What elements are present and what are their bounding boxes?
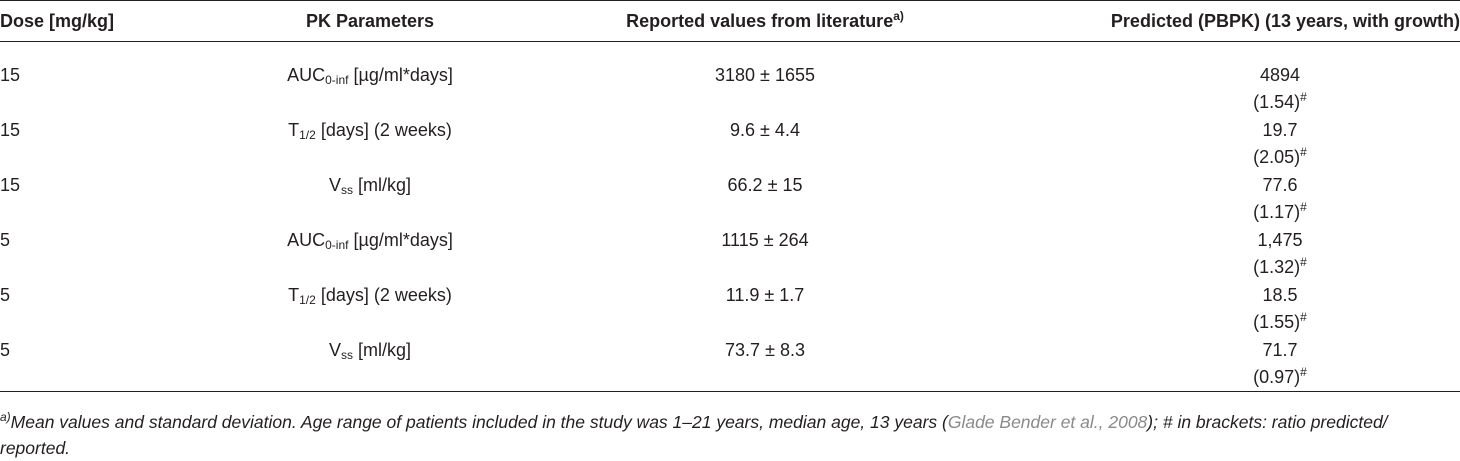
footnote-text: Mean values and standard deviation. Age … bbox=[10, 412, 948, 432]
cell: 5 bbox=[0, 284, 230, 306]
header-cell: Reported values from literaturea) bbox=[515, 10, 1015, 32]
reported: 73.7 ± 8.3 bbox=[725, 340, 805, 360]
cell: T1/2 [days] (2 weeks) bbox=[230, 284, 510, 306]
ratio-mark: # bbox=[1300, 365, 1307, 379]
predicted: 77.6 bbox=[1262, 175, 1298, 195]
dose: 5 bbox=[0, 230, 11, 250]
param-main: V bbox=[328, 175, 341, 195]
predicted: 19.7 bbox=[1262, 120, 1298, 140]
header-text: Predicted (PBPK) (13 years, with growth) bbox=[1110, 11, 1460, 31]
cell: 15 bbox=[0, 174, 230, 196]
top-rule bbox=[0, 0, 1460, 1]
param-main: T bbox=[288, 120, 300, 140]
footnote-mark: a) bbox=[0, 410, 11, 424]
reported: 1115 ± 264 bbox=[721, 230, 809, 250]
cell: 15 bbox=[0, 119, 230, 141]
param-rest: [µg/ml*days] bbox=[348, 65, 453, 85]
header-text: Reported values from literature bbox=[626, 11, 894, 31]
ratio-mark: # bbox=[1300, 90, 1307, 104]
cell: 5 bbox=[0, 229, 230, 251]
cell: 9.6 ± 4.4 bbox=[515, 119, 1015, 141]
param-sub: ss bbox=[341, 183, 353, 197]
reported: 3180 ± 1655 bbox=[715, 65, 815, 85]
predicted: 18.5 bbox=[1262, 285, 1298, 305]
param-rest: [days] (2 weeks) bbox=[315, 285, 452, 305]
header-cell: PK Parameters bbox=[230, 10, 510, 32]
predicted: 71.7 bbox=[1262, 340, 1298, 360]
footnote: a)Mean values and standard deviation. Ag… bbox=[0, 409, 1460, 461]
param-main: T bbox=[288, 285, 300, 305]
param-main: AUC bbox=[287, 65, 326, 85]
header-text: Dose [mg/kg] bbox=[0, 11, 115, 31]
param-rest: [days] (2 weeks) bbox=[315, 120, 452, 140]
cell: 19.7 (2.05)# bbox=[1100, 119, 1460, 168]
cell: 71.7 (0.97)# bbox=[1100, 339, 1460, 388]
cell: 66.2 ± 15 bbox=[515, 174, 1015, 196]
cell: AUC0-inf [µg/ml*days] bbox=[230, 64, 510, 86]
param-main: AUC bbox=[287, 230, 326, 250]
ratio-mark: # bbox=[1300, 310, 1307, 324]
dose: 15 bbox=[0, 175, 21, 195]
param-sub: 0-inf bbox=[325, 73, 349, 87]
ratio: (1.32) bbox=[1253, 257, 1301, 277]
bottom-rule bbox=[0, 391, 1460, 392]
predicted: 1,475 bbox=[1257, 230, 1303, 250]
header-rule bbox=[0, 41, 1460, 42]
param-sub: ss bbox=[341, 348, 353, 362]
cell: Vss [ml/kg] bbox=[230, 174, 510, 196]
ratio-mark: # bbox=[1300, 255, 1307, 269]
ratio: (2.05) bbox=[1253, 147, 1301, 167]
ratio-line: (0.97)# bbox=[1100, 366, 1460, 388]
cell: 15 bbox=[0, 64, 230, 86]
header-text: PK Parameters bbox=[305, 11, 435, 31]
cell: 1115 ± 264 bbox=[515, 229, 1015, 251]
cell: 18.5 (1.55)# bbox=[1100, 284, 1460, 333]
param-sub: 1/2 bbox=[299, 293, 316, 307]
ratio: (1.55) bbox=[1253, 312, 1301, 332]
dose: 15 bbox=[0, 65, 21, 85]
ratio-mark: # bbox=[1300, 200, 1307, 214]
param-main: V bbox=[328, 340, 341, 360]
ratio-line: (2.05)# bbox=[1100, 146, 1460, 168]
ratio: (1.17) bbox=[1253, 202, 1301, 222]
cell: 3180 ± 1655 bbox=[515, 64, 1015, 86]
cell: 77.6 (1.17)# bbox=[1100, 174, 1460, 223]
cell: Vss [ml/kg] bbox=[230, 339, 510, 361]
dose: 15 bbox=[0, 120, 21, 140]
header-sup: a) bbox=[893, 9, 904, 23]
param-sub: 1/2 bbox=[299, 128, 316, 142]
header-cell: Dose [mg/kg] bbox=[0, 10, 230, 32]
cell: 11.9 ± 1.7 bbox=[515, 284, 1015, 306]
header-cell: Predicted (PBPK) (13 years, with growth) bbox=[1096, 10, 1460, 32]
cell: 5 bbox=[0, 339, 230, 361]
cell: 4894 (1.54)# bbox=[1100, 64, 1460, 113]
cell: AUC0-inf [µg/ml*days] bbox=[230, 229, 510, 251]
ratio: (1.54) bbox=[1253, 92, 1301, 112]
dose: 5 bbox=[0, 340, 11, 360]
reported: 11.9 ± 1.7 bbox=[725, 285, 805, 305]
citation[interactable]: Glade Bender et al., 2008 bbox=[947, 412, 1148, 432]
cell: 73.7 ± 8.3 bbox=[515, 339, 1015, 361]
cell: 1,475 (1.32)# bbox=[1100, 229, 1460, 278]
cell: T1/2 [days] (2 weeks) bbox=[230, 119, 510, 141]
param-rest: [ml/kg] bbox=[353, 340, 412, 360]
param-rest: [µg/ml*days] bbox=[348, 230, 453, 250]
predicted: 4894 bbox=[1259, 65, 1301, 85]
footnote-text-end: ); # in brackets: ratio predicted/ repor… bbox=[0, 412, 1388, 458]
ratio-line: (1.54)# bbox=[1100, 91, 1460, 113]
reported: 9.6 ± 4.4 bbox=[730, 120, 800, 140]
param-rest: [ml/kg] bbox=[353, 175, 412, 195]
ratio-mark: # bbox=[1300, 145, 1307, 159]
ratio-line: (1.55)# bbox=[1100, 311, 1460, 333]
ratio-line: (1.17)# bbox=[1100, 201, 1460, 223]
ratio-line: (1.32)# bbox=[1100, 256, 1460, 278]
ratio: (0.97) bbox=[1253, 367, 1301, 387]
dose: 5 bbox=[0, 285, 11, 305]
reported: 66.2 ± 15 bbox=[727, 175, 803, 195]
param-sub: 0-inf bbox=[325, 238, 349, 252]
